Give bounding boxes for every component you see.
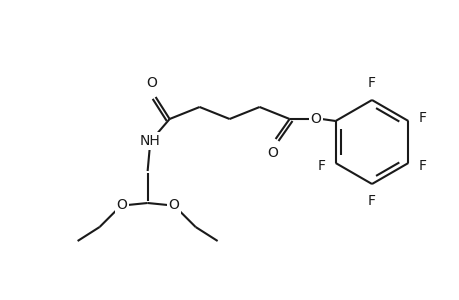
Text: F: F <box>317 159 325 173</box>
Text: F: F <box>367 76 375 90</box>
Text: O: O <box>146 76 157 90</box>
Text: F: F <box>367 194 375 208</box>
Text: O: O <box>309 112 320 126</box>
Text: F: F <box>418 111 425 125</box>
Text: F: F <box>418 159 425 173</box>
Text: O: O <box>116 198 127 212</box>
Text: O: O <box>168 198 179 212</box>
Text: O: O <box>267 146 277 160</box>
Text: NH: NH <box>139 134 160 148</box>
